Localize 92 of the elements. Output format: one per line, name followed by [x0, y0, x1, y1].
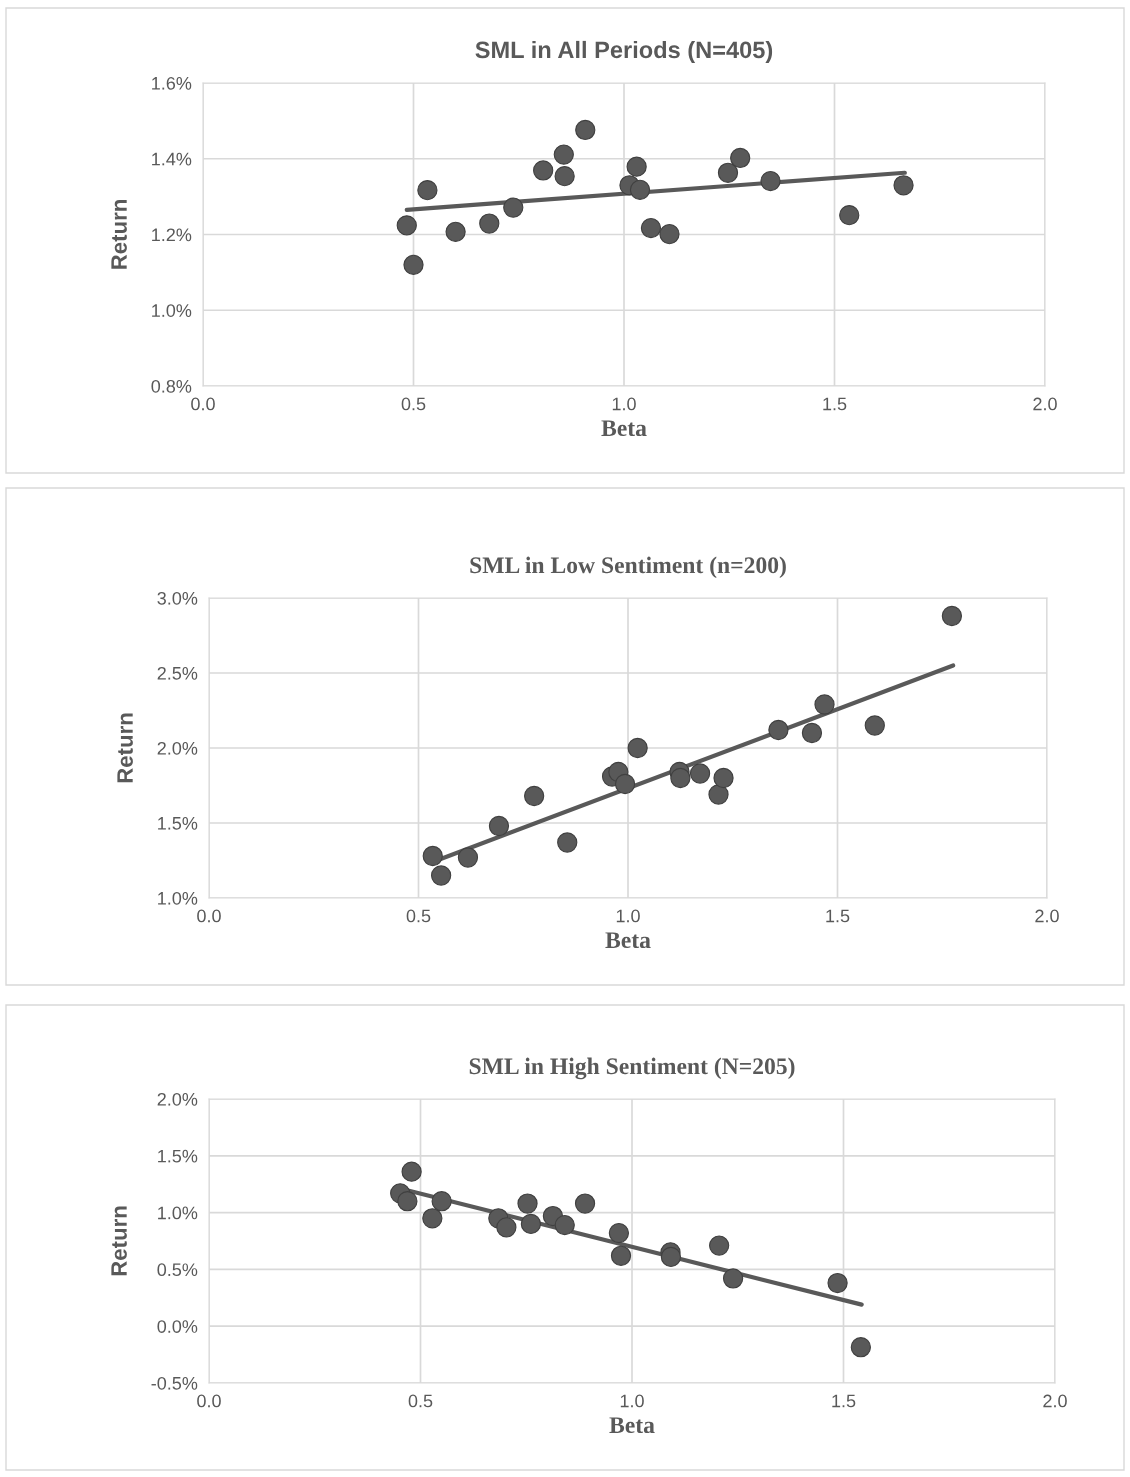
point — [457, 847, 479, 868]
point — [553, 144, 574, 165]
point — [610, 1245, 632, 1266]
point — [533, 160, 554, 181]
x-tick-label: 0.5 — [408, 1394, 433, 1408]
point — [445, 221, 466, 242]
point — [517, 1193, 538, 1214]
y-tick-label: 1.0% — [152, 304, 192, 317]
chart-title: SML in Low Sentiment (n=200) — [470, 556, 786, 579]
point — [864, 715, 885, 736]
point — [614, 773, 636, 795]
point — [627, 737, 648, 759]
point — [520, 1213, 542, 1235]
point — [659, 223, 680, 245]
x-tick-label: 2.0 — [1035, 909, 1059, 923]
y-tick-label: 1.5% — [158, 1149, 198, 1163]
point — [768, 719, 789, 741]
x-tick-label: 0.0 — [191, 397, 215, 411]
y-tick-label: 1.0% — [158, 891, 198, 905]
point — [554, 166, 575, 187]
x-tick-label: 0.5 — [401, 397, 426, 411]
x-axis-title: Beta — [605, 932, 651, 949]
y-tick-label: 0.5% — [157, 1263, 198, 1277]
point — [431, 1191, 452, 1212]
point — [430, 865, 452, 886]
point — [640, 217, 662, 239]
point — [893, 175, 914, 196]
point — [554, 1214, 575, 1236]
y-axis-title: Return — [111, 200, 127, 269]
y-tick-label: 1.4% — [152, 152, 192, 166]
x-tick-label: 1.0 — [616, 909, 640, 923]
x-tick-label: 1.0 — [612, 397, 636, 411]
point — [689, 763, 711, 784]
point — [422, 1208, 443, 1229]
x-tick-label: 0.0 — [197, 909, 221, 923]
point — [629, 179, 651, 200]
y-tick-label: 3.0% — [157, 591, 198, 605]
point — [557, 832, 578, 853]
point — [722, 1268, 744, 1289]
x-tick-label: 1.0 — [620, 1394, 644, 1408]
point — [827, 1272, 848, 1294]
point — [422, 845, 443, 867]
point — [524, 785, 545, 807]
y-axis-title: Return — [111, 1206, 127, 1276]
point — [417, 180, 438, 201]
point — [403, 254, 424, 275]
point — [814, 694, 835, 715]
point — [760, 170, 781, 192]
point — [479, 213, 500, 234]
x-axis-title: Beta — [609, 1417, 655, 1434]
point — [488, 815, 510, 837]
x-tick-label: 1.5 — [823, 397, 847, 411]
point — [574, 1193, 596, 1214]
point — [396, 215, 417, 236]
y-axis-title: Return — [117, 713, 133, 783]
point — [941, 605, 963, 627]
y-tick-label: 2.0% — [157, 741, 198, 755]
y-tick-label: 1.0% — [158, 1206, 198, 1220]
y-tick-label: 0.0% — [157, 1320, 198, 1333]
x-tick-label: 2.0 — [1033, 397, 1057, 411]
y-tick-label: -0.5% — [151, 1376, 198, 1390]
x-tick-label: 2.0 — [1043, 1394, 1067, 1408]
point — [713, 767, 734, 789]
point — [708, 784, 729, 805]
point — [626, 156, 647, 177]
point — [503, 197, 524, 218]
y-tick-label: 1.2% — [152, 228, 192, 242]
point — [709, 1235, 730, 1256]
chart-title: SML in All Periods (N=405) — [475, 40, 773, 63]
x-tick-label: 0.0 — [197, 1394, 221, 1408]
point — [660, 1246, 682, 1268]
y-tick-label: 2.0% — [157, 1092, 198, 1106]
point — [670, 767, 691, 789]
point — [608, 1222, 630, 1244]
y-tick-label: 2.5% — [157, 666, 198, 680]
point — [850, 1337, 871, 1358]
chart-title: SML in High Sentiment (N=205) — [469, 1057, 795, 1080]
point — [397, 1191, 418, 1212]
y-tick-label: 1.6% — [152, 76, 192, 90]
point — [575, 119, 596, 141]
point — [730, 147, 751, 169]
x-tick-label: 1.5 — [826, 909, 850, 923]
y-tick-label: 0.8% — [151, 379, 192, 393]
x-tick-label: 1.5 — [832, 1394, 856, 1408]
point — [496, 1217, 517, 1238]
point — [401, 1161, 422, 1182]
point — [717, 162, 739, 183]
point — [839, 205, 860, 226]
point — [801, 722, 823, 744]
x-axis-title: Beta — [601, 420, 647, 437]
x-tick-label: 0.5 — [406, 909, 431, 923]
y-tick-label: 1.5% — [158, 817, 198, 830]
